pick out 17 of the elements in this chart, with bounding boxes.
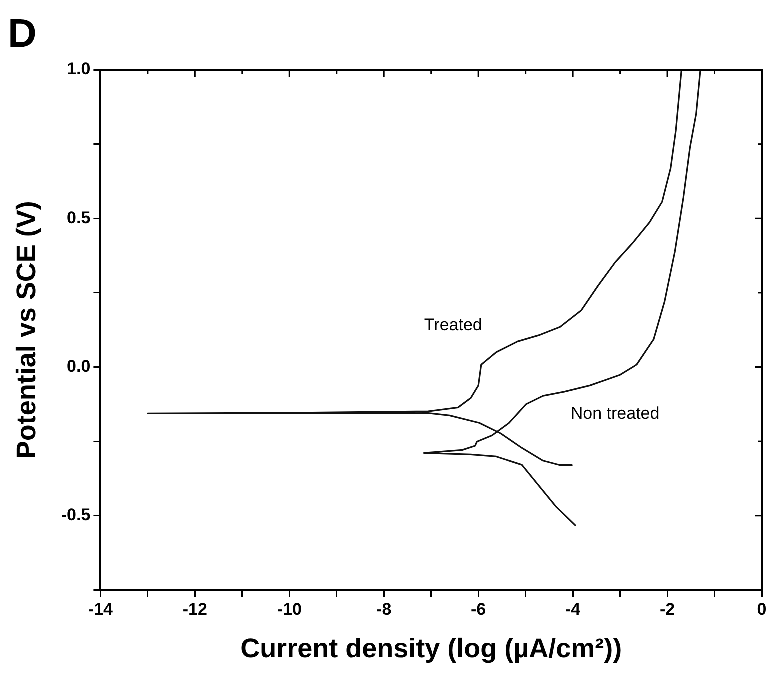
y-axis-title: Potential vs SCE (V) xyxy=(12,201,42,460)
x-axis-title: Current density (log (µA/cm²)) xyxy=(240,633,622,664)
x-tick-label: -12 xyxy=(182,600,208,620)
x-tick-label: -4 xyxy=(565,600,582,620)
series-label: Treated xyxy=(424,316,482,335)
y-tick-label: 0.5 xyxy=(67,208,91,228)
x-tick-label: -8 xyxy=(376,600,392,620)
y-tick-label: 0.0 xyxy=(67,356,91,376)
chart-title: D xyxy=(8,12,37,56)
x-tick-label: -2 xyxy=(660,600,676,620)
series-label: Non treated xyxy=(570,404,660,423)
x-tick-label: -6 xyxy=(471,600,486,620)
x-tick-label: 0 xyxy=(757,600,767,620)
x-tick-label: -10 xyxy=(277,600,302,620)
y-tick-label: -0.5 xyxy=(61,506,91,525)
x-tick-label: -14 xyxy=(88,600,114,620)
y-tick-label: 1.0 xyxy=(67,60,91,79)
